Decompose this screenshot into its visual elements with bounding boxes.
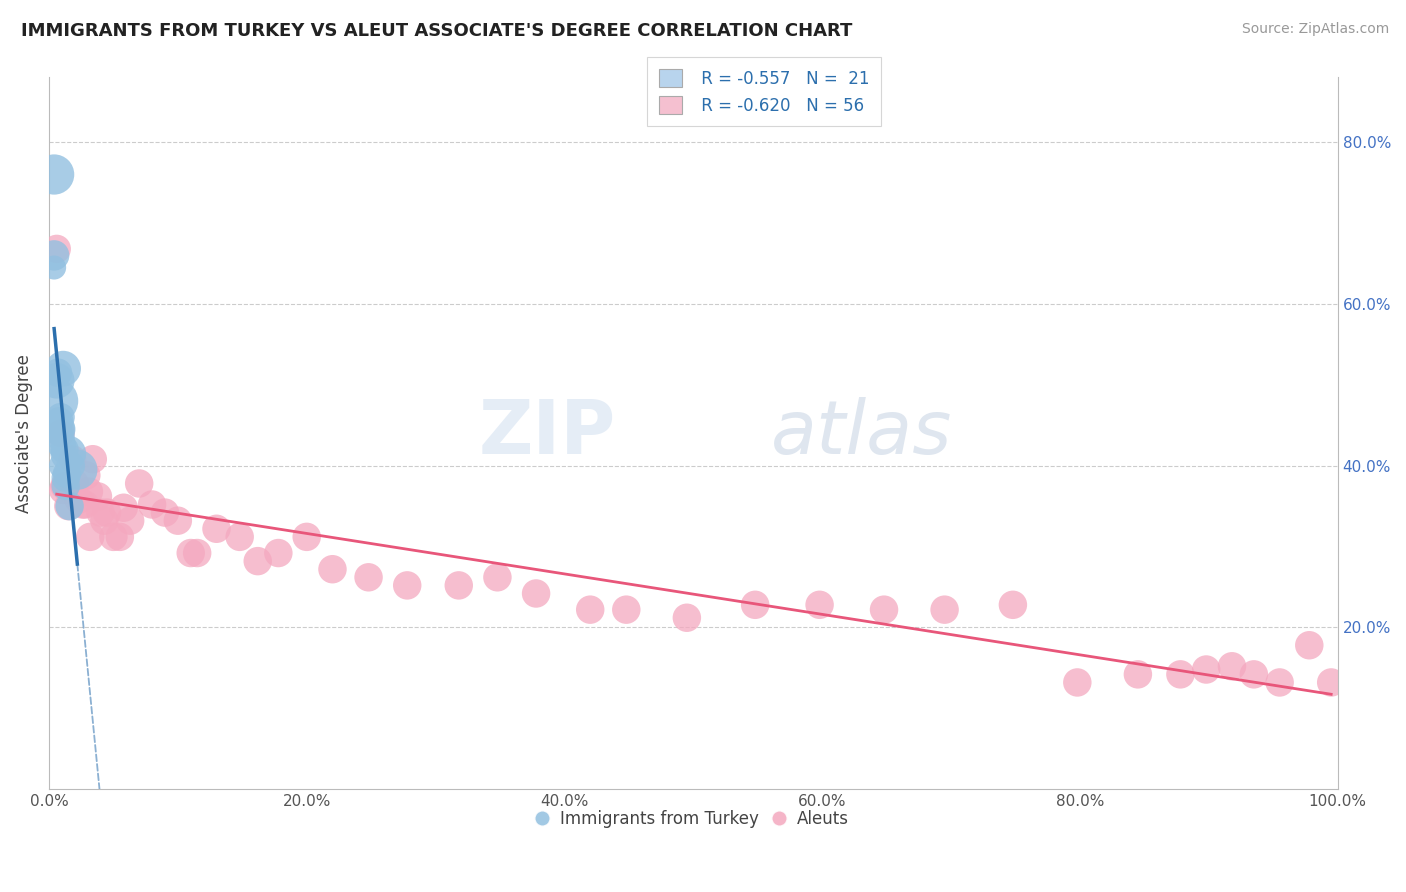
Point xyxy=(447,578,470,592)
Point xyxy=(180,546,202,560)
Point xyxy=(1195,663,1218,677)
Point xyxy=(58,446,80,460)
Point xyxy=(72,498,94,512)
Point xyxy=(48,422,70,436)
Point xyxy=(55,479,77,493)
Legend: Immigrants from Turkey, Aleuts: Immigrants from Turkey, Aleuts xyxy=(531,803,855,834)
Point xyxy=(128,476,150,491)
Point xyxy=(295,530,318,544)
Point xyxy=(45,242,67,256)
Point xyxy=(246,554,269,568)
Point xyxy=(46,366,69,380)
Text: Source: ZipAtlas.com: Source: ZipAtlas.com xyxy=(1241,22,1389,37)
Point xyxy=(614,602,637,616)
Point xyxy=(120,514,142,528)
Point xyxy=(49,426,72,441)
Point xyxy=(396,578,419,592)
Point xyxy=(1243,667,1265,681)
Point xyxy=(79,530,101,544)
Point xyxy=(51,438,73,452)
Point xyxy=(321,562,343,576)
Point xyxy=(1268,675,1291,690)
Point xyxy=(73,498,96,512)
Point xyxy=(55,471,77,485)
Point xyxy=(1170,667,1192,681)
Point xyxy=(524,586,547,600)
Point xyxy=(49,430,72,444)
Point xyxy=(58,499,80,513)
Point xyxy=(1320,675,1343,690)
Point xyxy=(744,598,766,612)
Point xyxy=(42,248,65,262)
Point xyxy=(63,476,86,491)
Point xyxy=(45,374,67,388)
Point xyxy=(58,499,80,513)
Point xyxy=(676,611,699,625)
Point xyxy=(228,530,250,544)
Point xyxy=(48,414,70,428)
Point xyxy=(67,492,90,507)
Point xyxy=(934,602,956,616)
Point xyxy=(49,410,72,425)
Point xyxy=(75,468,97,483)
Point xyxy=(486,570,509,584)
Point xyxy=(53,442,76,457)
Point xyxy=(808,598,831,612)
Text: ZIP: ZIP xyxy=(478,397,616,470)
Y-axis label: Associate's Degree: Associate's Degree xyxy=(15,354,32,513)
Point xyxy=(205,522,228,536)
Point xyxy=(267,546,290,560)
Point xyxy=(153,506,176,520)
Point xyxy=(87,490,110,504)
Point xyxy=(82,452,104,467)
Point xyxy=(1220,659,1243,673)
Point xyxy=(77,484,100,499)
Point xyxy=(53,479,76,493)
Point xyxy=(357,570,380,584)
Point xyxy=(52,483,75,497)
Point xyxy=(56,467,79,481)
Point xyxy=(166,514,188,528)
Text: atlas: atlas xyxy=(770,397,952,469)
Point xyxy=(89,506,111,520)
Text: IMMIGRANTS FROM TURKEY VS ALEUT ASSOCIATE'S DEGREE CORRELATION CHART: IMMIGRANTS FROM TURKEY VS ALEUT ASSOCIAT… xyxy=(21,22,852,40)
Point xyxy=(1001,598,1024,612)
Point xyxy=(873,602,896,616)
Point xyxy=(49,422,72,436)
Point xyxy=(103,530,125,544)
Point xyxy=(1126,667,1149,681)
Point xyxy=(112,500,135,515)
Point xyxy=(59,458,82,473)
Point xyxy=(52,458,75,473)
Point xyxy=(42,168,65,182)
Point xyxy=(186,546,208,560)
Point xyxy=(66,463,89,477)
Point xyxy=(1066,675,1088,690)
Point xyxy=(108,530,131,544)
Point xyxy=(1298,638,1320,652)
Point xyxy=(60,452,83,467)
Point xyxy=(579,602,602,616)
Point xyxy=(44,394,66,409)
Point xyxy=(42,260,65,275)
Point xyxy=(52,361,75,376)
Point xyxy=(141,498,163,512)
Point xyxy=(93,514,115,528)
Point xyxy=(96,506,118,520)
